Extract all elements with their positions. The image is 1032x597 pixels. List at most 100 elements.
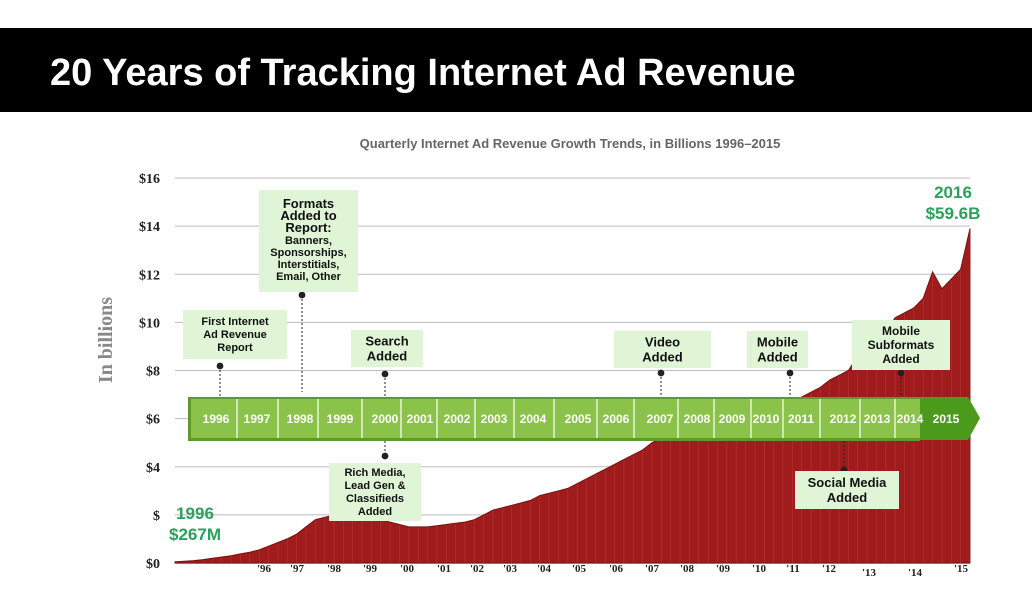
y-tick-label: $4 [146,461,160,476]
annotation-pin [216,362,224,370]
annotation-text: Social Media [808,475,888,490]
x-tick-label: '00 [400,563,415,575]
timeline-arrow-2015 [920,397,980,440]
timeline-year-label: 2011 [788,412,814,426]
x-tick-label: '09 [716,563,731,575]
value-callout-line: 1996 [176,504,214,523]
annotation-box [614,331,711,368]
timeline-year-label: 1998 [287,412,314,426]
annotation-pin [381,452,389,460]
annotation-box [852,320,950,370]
annotation-text: Added to [280,208,336,223]
annotation-box [351,330,423,367]
annotation-pin [298,291,306,299]
annotation-text: Added [358,506,392,518]
annotation-pin [381,370,389,378]
page-title: 20 Years of Tracking Internet Ad Revenue [50,52,796,94]
value-callout: 2016 $59.6B [926,183,981,223]
timeline-year-label: 2007 [647,412,674,426]
title-bar: 20 Years of Tracking Internet Ad Revenue [0,28,1032,112]
annotation-text: Report: [285,220,331,235]
annotation-box [329,463,421,521]
x-tick-label: '07 [645,563,660,575]
x-tick-label: '96 [257,563,272,575]
annotation-text: Subformats [868,338,935,352]
timeline: 1996 1997 1998 1999 2000 2001 2002 2003 2004 2005… [188,397,980,441]
axes: $0 $ $4 $6 $8 $10 $12 $14 $16 In billions '96 '97 '9… [95,172,969,579]
annotation-text: Added [882,352,919,366]
timeline-year-label: 2002 [444,412,471,426]
timeline-year-label: 1997 [244,412,271,426]
timeline-band [191,399,920,438]
x-tick-label: '03 [503,563,518,575]
value-callout-line: $59.6B [926,204,981,223]
annotation-pin [786,369,794,377]
timeline-year-label: 2003 [481,412,508,426]
timeline-year-label: 1999 [327,412,354,426]
timeline-year-label: 2014 [897,412,924,426]
y-tick-label: $6 [146,413,160,428]
timeline-year-label: 2012 [830,412,857,426]
x-tick-label: '05 [572,563,587,575]
annotation-text: First Internet [201,316,269,328]
y-tick-label: $0 [146,557,160,572]
annotation-text: Rich Media, [344,467,405,479]
value-callout: 1996 $267M [169,504,221,544]
annotation-pin [897,369,905,377]
timeline-year-label: 2009 [719,412,746,426]
x-tick-label: '11 [786,563,799,575]
annotation-text: Sponsorships, [270,247,346,259]
x-tick-label: '10 [752,563,767,575]
timeline-year-label: 2010 [753,412,780,426]
annotation-box [747,331,808,368]
timeline-year-label: 2008 [684,412,711,426]
x-tick-label: '08 [680,563,695,575]
annotation-text: Search [365,334,408,349]
x-tick-label: '12 [822,563,837,575]
x-tick-label: '15 [954,563,969,575]
x-tick-label: '98 [327,563,342,575]
y-tick-label: $12 [139,268,160,283]
annotation-pin [657,369,665,377]
annotation-box [795,471,899,509]
timeline-year-label: 2015 [933,412,960,426]
x-tick-label: '01 [437,563,451,575]
y-axis-label: In billions [95,297,117,383]
annotation-text: Mobile [882,324,920,338]
y-tick-label: $8 [146,365,160,380]
x-tick-label: '13 [862,567,877,579]
annotation-text: Formats [283,196,334,211]
value-callout-line: $267M [169,525,221,544]
annotation-box [183,310,287,359]
annotation-text: Report [217,342,253,354]
y-tick-label: $ [153,509,160,524]
x-tick-label: '02 [470,563,485,575]
annotation-text: Added [827,490,868,505]
y-tick-label: $10 [139,316,160,331]
annotation-text: Banners, [285,235,332,247]
x-tick-label: '99 [363,563,378,575]
timeline-year-label: 2005 [565,412,592,426]
timeline-year-label: 1996 [203,412,230,426]
annotation-text: Interstitials, [278,259,340,271]
timeline-year-label: 2001 [407,412,434,426]
timeline-year-label: 2013 [864,412,891,426]
x-tick-label: '97 [290,563,305,575]
y-tick-label: $16 [139,172,160,187]
timeline-year-label: 2004 [520,412,547,426]
annotation-text: Classifieds [346,493,404,505]
annotation-box [259,190,358,292]
value-callout-line: 2016 [934,183,972,202]
x-tick-label: '06 [609,563,624,575]
x-tick-label: '04 [537,563,552,575]
timeline-year-label: 2000 [372,412,399,426]
annotation-text: Mobile [757,335,798,350]
